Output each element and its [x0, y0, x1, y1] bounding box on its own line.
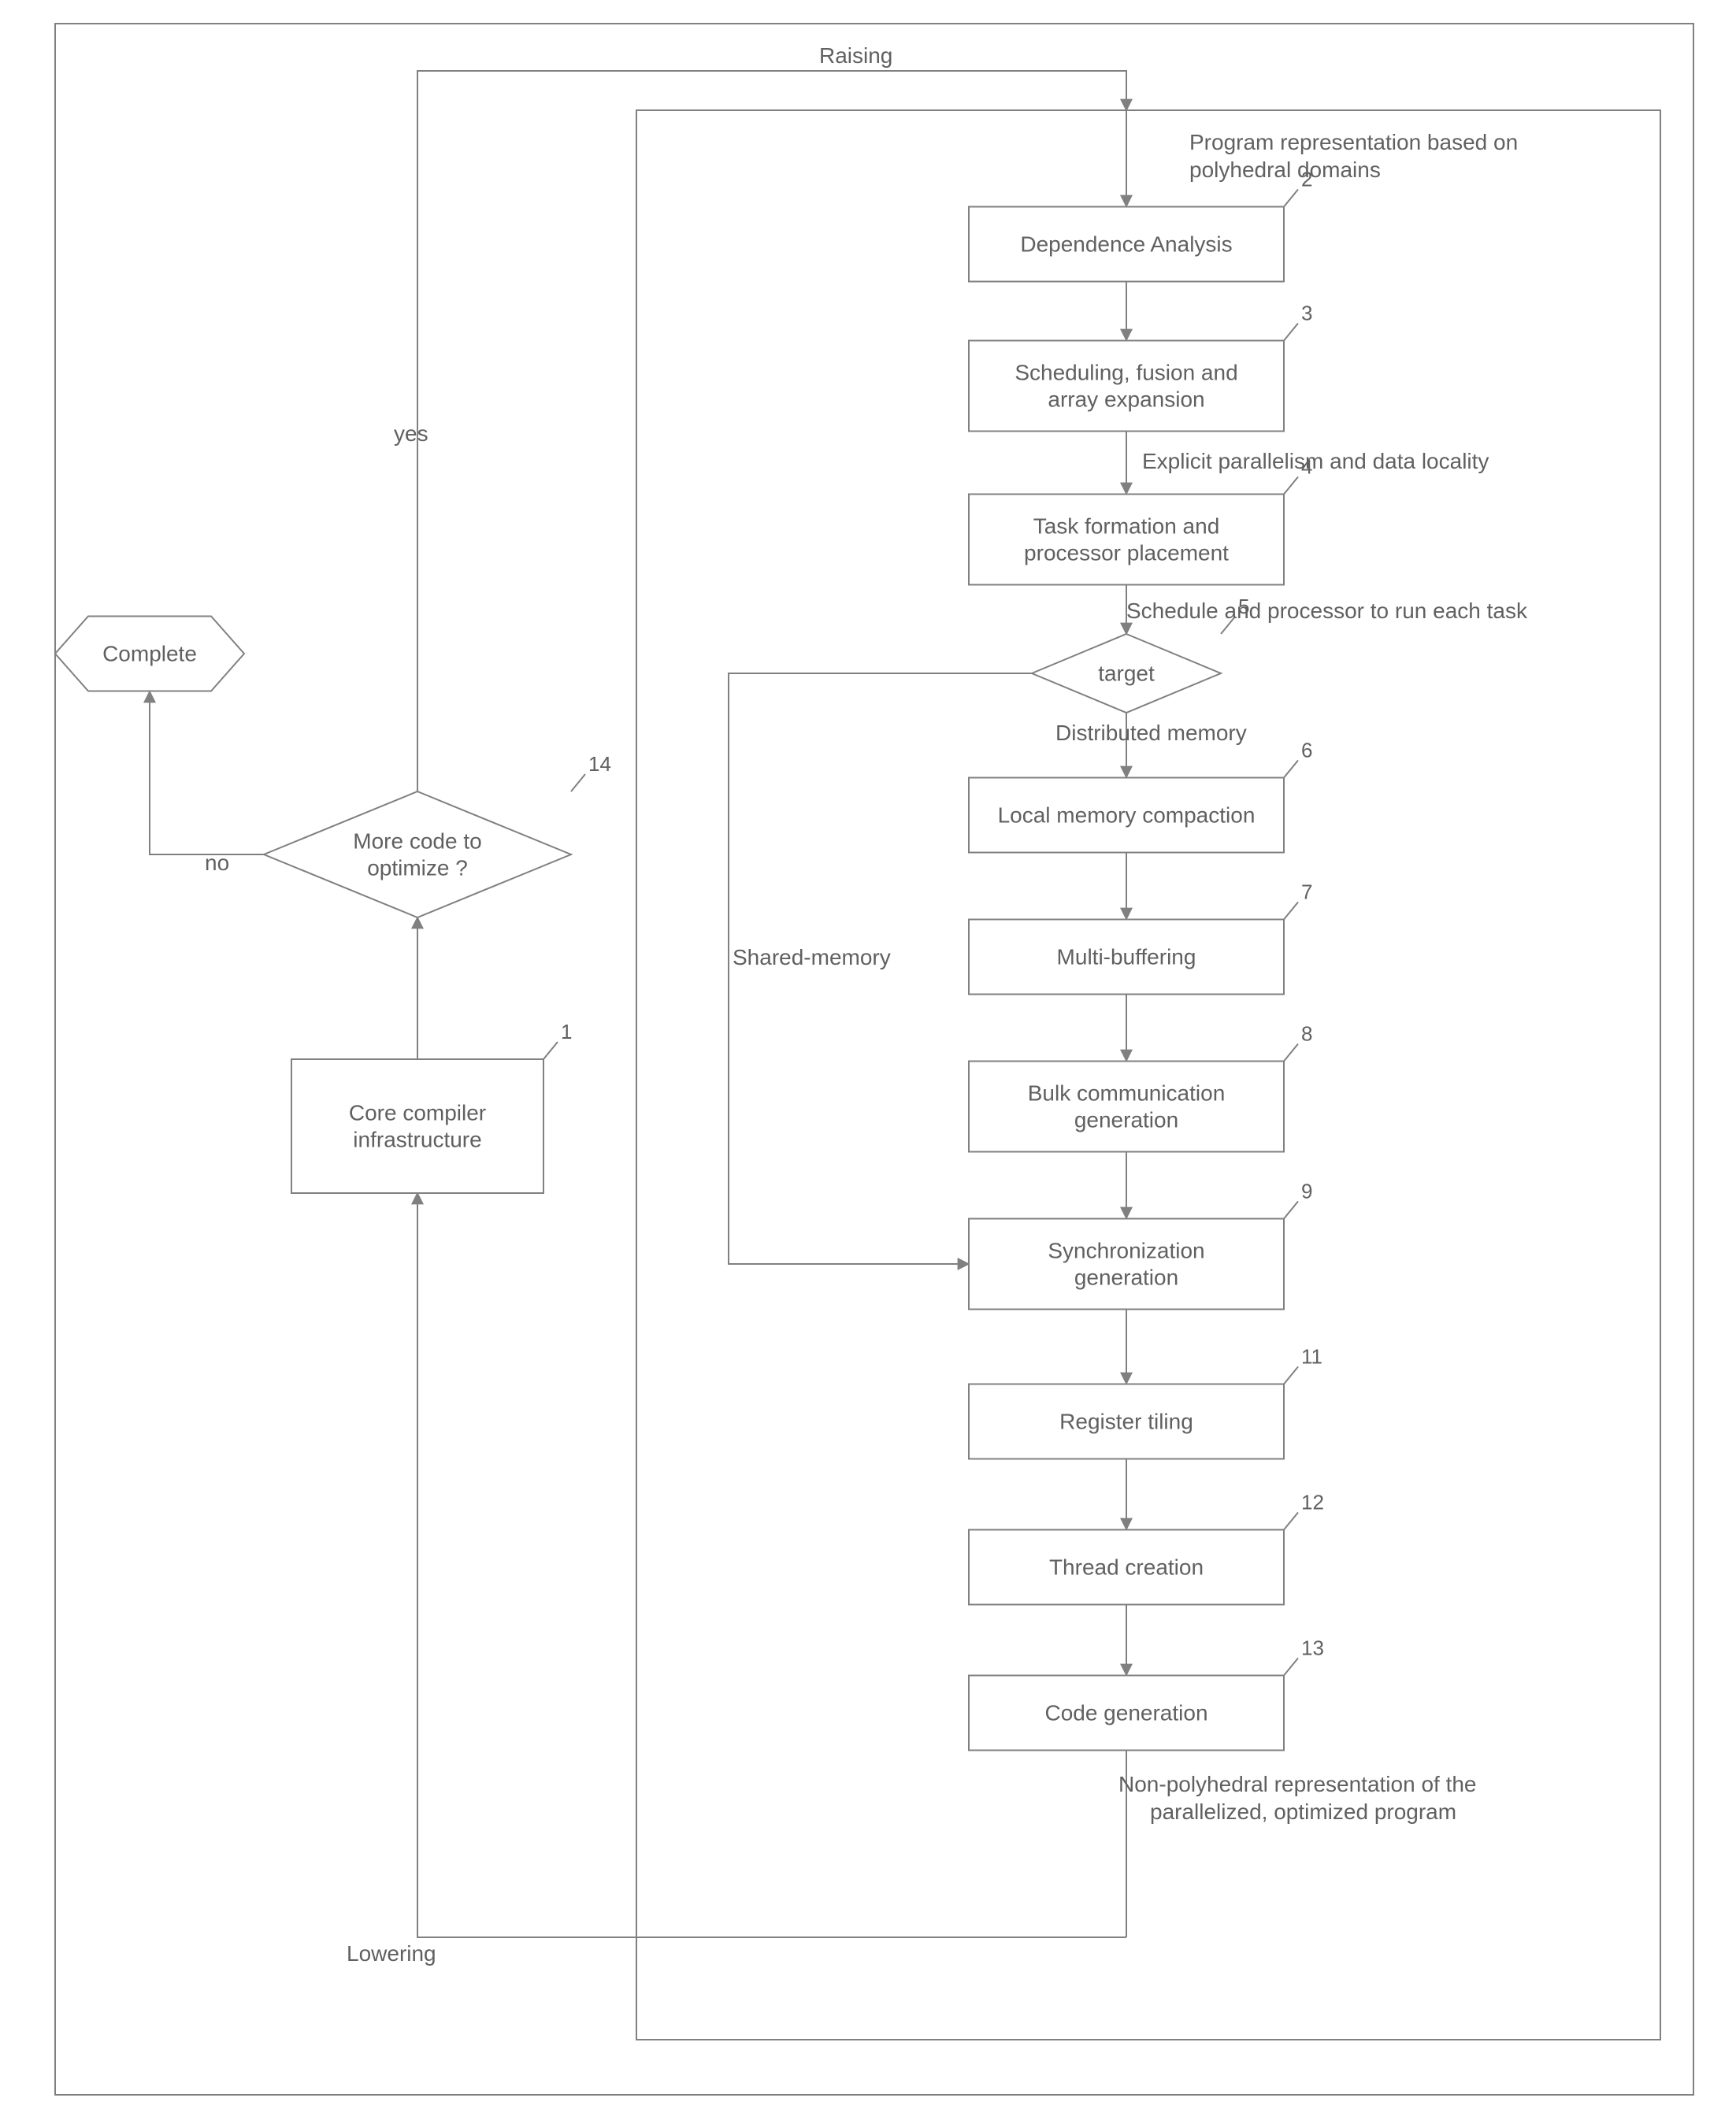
node-sched-label: array expansion: [1048, 387, 1204, 411]
annotation-dist_mem: Distributed memory: [1055, 721, 1247, 745]
node-multibuf: Multi-buffering 7: [969, 880, 1312, 995]
node-sched: Scheduling, fusion andarray expansion 3: [969, 302, 1312, 432]
node-core-label: Core compiler: [349, 1101, 486, 1125]
node-multibuf-num: 7: [1301, 880, 1312, 904]
node-codegen-num: 13: [1301, 1636, 1324, 1660]
annotation-expl_par: Explicit parallelism and data locality: [1142, 449, 1489, 473]
node-localmem: Local memory compaction 6: [969, 739, 1312, 853]
node-more_code-label: optimize ?: [367, 855, 468, 880]
annotation-nonpoly2: parallelized, optimized program: [1150, 1799, 1456, 1824]
node-task-label: Task formation and: [1033, 514, 1220, 539]
annotation-prog_rep2: polyhedral domains: [1189, 158, 1381, 182]
annotation-nonpoly1: Non-polyhedral representation of the: [1118, 1772, 1477, 1796]
node-reg-label: Register tiling: [1059, 1410, 1193, 1434]
node-core: Core compilerinfrastructure 1: [291, 1020, 572, 1193]
node-bulk-num: 8: [1301, 1022, 1312, 1046]
node-thread: Thread creation 12: [969, 1491, 1324, 1605]
node-target-label: target: [1098, 662, 1155, 686]
node-bulk: Bulk communicationgeneration 8: [969, 1022, 1312, 1152]
node-sched-num: 3: [1301, 302, 1312, 325]
edge-more_code-complete: [150, 691, 264, 854]
node-core-label: infrastructure: [353, 1127, 481, 1151]
node-localmem-label: Local memory compaction: [998, 803, 1256, 828]
node-sync-num: 9: [1301, 1180, 1312, 1203]
node-sync-label: generation: [1074, 1265, 1178, 1289]
node-sync-label: Synchronization: [1048, 1239, 1204, 1263]
node-codegen-label: Code generation: [1044, 1701, 1207, 1725]
node-sched-label: Scheduling, fusion and: [1015, 361, 1237, 385]
annotation-no: no: [205, 851, 229, 875]
node-more_code-label: More code to: [353, 829, 481, 854]
annotation-raising: Raising: [819, 43, 892, 68]
node-more_code-num: 14: [588, 752, 611, 776]
node-sync: Synchronizationgeneration 9: [969, 1180, 1312, 1310]
node-task-label: processor placement: [1024, 540, 1229, 565]
node-task: Task formation andprocessor placement4: [969, 455, 1312, 585]
annotation-sched_proc: Schedule and processor to run each task: [1126, 599, 1528, 623]
annotation-shared_mem: Shared-memory: [733, 945, 891, 969]
node-multibuf-label: Multi-buffering: [1057, 945, 1196, 969]
annotation-prog_rep1: Program representation based on: [1189, 130, 1518, 154]
node-core-num: 1: [561, 1020, 572, 1043]
node-localmem-num: 6: [1301, 739, 1312, 762]
node-codegen: Code generation 13: [969, 1636, 1324, 1751]
node-reg-num: 11: [1301, 1345, 1322, 1369]
node-bulk-label: generation: [1074, 1107, 1178, 1132]
node-thread-label: Thread creation: [1049, 1555, 1204, 1580]
node-bulk-label: Bulk communication: [1028, 1081, 1226, 1106]
node-thread-num: 12: [1301, 1491, 1324, 1514]
node-complete: Complete: [55, 617, 244, 691]
node-dep-label: Dependence Analysis: [1020, 232, 1232, 257]
node-dep: Dependence Analysis2: [969, 168, 1312, 282]
annotation-yes: yes: [394, 421, 428, 446]
node-more_code: More code tooptimize ? 14: [264, 752, 611, 917]
node-complete-label: Complete: [102, 642, 197, 666]
node-reg: Register tiling 11: [969, 1345, 1322, 1459]
annotation-lowering: Lowering: [347, 1941, 436, 1966]
